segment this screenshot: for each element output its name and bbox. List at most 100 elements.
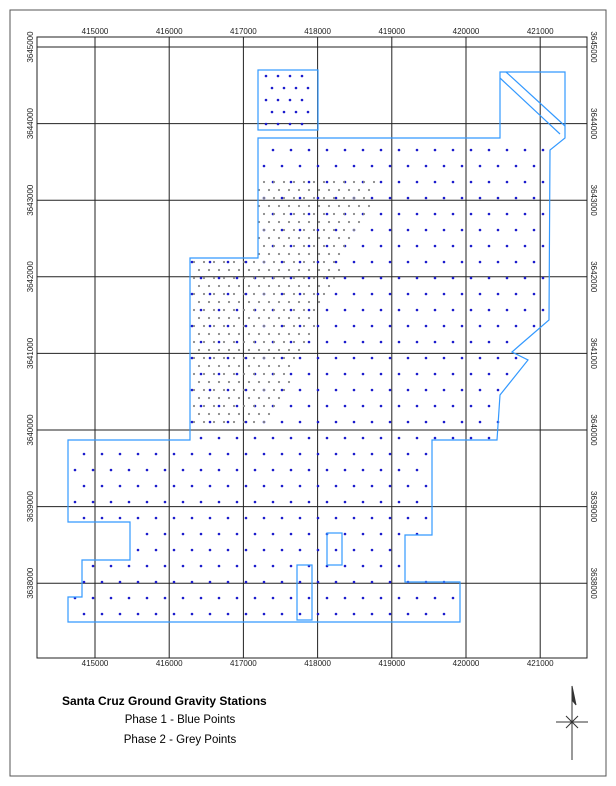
grey-station <box>262 228 266 232</box>
blue-station <box>217 308 221 312</box>
blue-station <box>352 324 356 328</box>
blue-station <box>487 276 491 280</box>
grey-station <box>277 396 281 400</box>
grey-station <box>222 276 226 280</box>
grey-station <box>352 196 356 200</box>
blue-station <box>514 356 518 360</box>
grey-station <box>267 252 271 256</box>
blue-station <box>264 98 268 102</box>
blue-station <box>397 404 401 408</box>
grey-station <box>327 236 331 240</box>
grey-station <box>342 196 346 200</box>
blue-station <box>451 212 455 216</box>
grey-station <box>282 244 286 248</box>
blue-station <box>451 308 455 312</box>
blue-station <box>361 436 365 440</box>
grey-station <box>272 244 276 248</box>
blue-station <box>118 580 122 584</box>
blue-station <box>496 388 500 392</box>
grey-station <box>252 404 256 408</box>
blue-station <box>289 436 293 440</box>
blue-station <box>154 484 158 488</box>
blue-station <box>226 516 230 520</box>
blue-station <box>190 484 194 488</box>
blue-station <box>100 612 104 616</box>
blue-station <box>118 516 122 520</box>
blue-station <box>397 468 401 472</box>
blue-station <box>397 212 401 216</box>
blue-station <box>280 388 284 392</box>
grey-station <box>257 396 261 400</box>
blue-station <box>172 484 176 488</box>
grey-station <box>212 404 216 408</box>
blue-station <box>199 340 203 344</box>
blue-station <box>451 276 455 280</box>
blue-station <box>334 356 338 360</box>
blue-station <box>334 452 338 456</box>
grey-station <box>367 188 371 192</box>
blue-station <box>487 212 491 216</box>
grey-station <box>312 308 316 312</box>
grey-station <box>297 220 301 224</box>
blue-station <box>298 516 302 520</box>
blue-station <box>541 212 545 216</box>
blue-station <box>388 164 392 168</box>
blue-station <box>397 244 401 248</box>
grey-station <box>257 300 261 304</box>
blue-station <box>208 612 212 616</box>
blue-station <box>306 86 310 90</box>
blue-station <box>379 564 383 568</box>
grey-station <box>222 420 226 424</box>
grey-station <box>262 212 266 216</box>
grey-station <box>217 380 221 384</box>
grey-station <box>202 324 206 328</box>
blue-station <box>388 228 392 232</box>
blue-station <box>208 388 212 392</box>
grey-station <box>342 244 346 248</box>
grey-station <box>282 228 286 232</box>
blue-station <box>325 148 329 152</box>
grey-station <box>207 332 211 336</box>
grey-station <box>247 268 251 272</box>
grey-station <box>197 412 201 416</box>
blue-station <box>379 468 383 472</box>
blue-station <box>199 372 203 376</box>
blue-station <box>361 148 365 152</box>
grey-station <box>262 244 266 248</box>
blue-station <box>325 404 329 408</box>
grey-station <box>312 180 316 184</box>
blue-station <box>73 500 77 504</box>
blue-station <box>514 292 518 296</box>
grey-station <box>207 316 211 320</box>
blue-station <box>127 564 131 568</box>
grey-station <box>322 228 326 232</box>
grey-station <box>267 316 271 320</box>
easting-label: 417000 <box>230 659 257 668</box>
blue-station <box>379 596 383 600</box>
grey-station <box>252 340 256 344</box>
blue-station <box>469 372 473 376</box>
blue-station <box>271 564 275 568</box>
grey-station <box>332 180 336 184</box>
grey-station <box>247 348 251 352</box>
grey-station <box>312 244 316 248</box>
blue-station <box>415 372 419 376</box>
blue-station <box>163 596 167 600</box>
grey-station <box>297 348 301 352</box>
grey-station <box>222 308 226 312</box>
blue-station <box>469 308 473 312</box>
easting-label: 419000 <box>378 659 405 668</box>
northing-label: 3640000 <box>26 414 35 446</box>
grey-station <box>287 236 291 240</box>
blue-station <box>154 548 158 552</box>
grey-station <box>217 300 221 304</box>
grey-station <box>197 396 201 400</box>
blue-station <box>487 340 491 344</box>
blue-station <box>388 356 392 360</box>
blue-station <box>406 484 410 488</box>
grey-station <box>307 332 311 336</box>
blue-station <box>496 356 500 360</box>
blue-station <box>325 372 329 376</box>
grey-station <box>317 220 321 224</box>
blue-station <box>496 292 500 296</box>
